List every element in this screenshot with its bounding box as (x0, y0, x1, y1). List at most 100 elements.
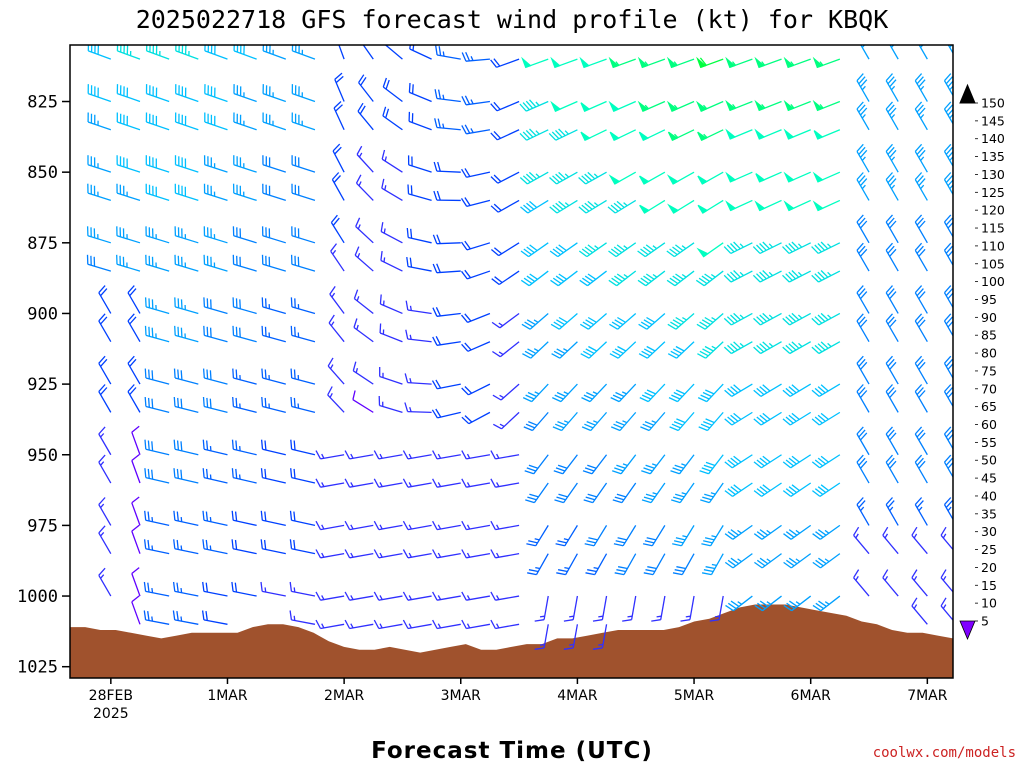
wind-barb (98, 426, 112, 456)
wind-barb (289, 539, 316, 555)
wind-barb (519, 171, 549, 185)
wind-barb (680, 595, 695, 622)
wind-barb (232, 396, 257, 413)
wind-barb (782, 312, 812, 326)
wind-barb (856, 242, 870, 272)
wind-barb (783, 128, 811, 140)
wind-barb (643, 553, 666, 576)
wind-barb (783, 171, 811, 183)
wind-barb (525, 482, 549, 504)
wind-barb (332, 143, 345, 173)
wind-barb (911, 569, 928, 597)
wind-barb (622, 595, 637, 622)
wind-barb (233, 155, 257, 173)
wind-barb (592, 595, 608, 622)
wind-barb (491, 312, 520, 329)
wind-barb (461, 124, 491, 135)
wind-barb (811, 312, 841, 326)
wind-barb (812, 553, 841, 569)
wind-barb (885, 242, 899, 272)
wind-barb (666, 56, 695, 69)
wind-barb (943, 313, 953, 337)
wind-barb (98, 384, 112, 413)
wind-barb (202, 439, 228, 456)
wind-barb (490, 100, 520, 112)
wind-barb (232, 297, 257, 315)
wind-barb (233, 112, 257, 131)
wind-barb (145, 84, 170, 103)
wind-barb (667, 199, 695, 214)
wind-barb (548, 128, 578, 141)
wind-barb (407, 184, 432, 202)
wind-barb (549, 171, 578, 185)
wind-barb (725, 595, 753, 612)
wind-barb (550, 312, 578, 330)
wind-barb (754, 199, 782, 212)
wind-barb (943, 143, 953, 168)
x-axis: 28FEB 2025 1MAR 2MAR 3MAR 4MAR 5MAR 6MAR 7MAR (89, 678, 948, 722)
wind-barb (940, 569, 953, 593)
wind-barb (381, 178, 403, 201)
colorbar-label: 120 (981, 203, 1005, 218)
wind-barb (116, 183, 141, 202)
wind-barb (131, 425, 141, 455)
wind-barb (262, 84, 287, 103)
wind-barb (127, 285, 141, 314)
wind-barb (406, 257, 432, 272)
wind-barb (380, 251, 403, 272)
wind-barb (262, 155, 286, 173)
wind-barb (914, 73, 928, 102)
wind-barb (611, 454, 637, 475)
wind-barb (381, 149, 403, 173)
wind-barb (556, 553, 578, 576)
wind-barb (291, 112, 316, 131)
wind-barb (233, 84, 257, 103)
wind-barb (461, 312, 491, 324)
wind-barb (856, 497, 870, 526)
x-tick-label: 28FEB (89, 688, 133, 704)
wind-barb (856, 454, 870, 484)
wind-barb (407, 155, 432, 173)
wind-barb (943, 101, 953, 126)
wind-barb (697, 199, 724, 214)
wind-barb (290, 396, 316, 413)
wind-barb (173, 468, 199, 484)
wind-barb (551, 341, 578, 359)
wind-barb (174, 155, 199, 173)
colorbar-label: 50 (981, 453, 997, 468)
wind-barb (914, 384, 928, 413)
y-tick-label: 975 (27, 516, 58, 536)
wind-barb (433, 161, 461, 173)
wind-barb (87, 112, 112, 131)
wind-barb (782, 270, 811, 283)
colorbar-label: 145 (981, 113, 1005, 128)
wind-barb (143, 581, 170, 597)
wind-barb (231, 510, 257, 527)
wind-barb (432, 450, 461, 460)
wind-barb (402, 478, 432, 488)
wind-barb (175, 45, 199, 60)
wind-barb (329, 286, 345, 314)
wind-barb (812, 56, 841, 69)
wind-barb (344, 591, 374, 601)
wind-barb (701, 553, 724, 576)
wind-barb (144, 325, 170, 343)
wind-barb (856, 172, 870, 201)
wind-barb (943, 285, 953, 309)
wind-barb (409, 45, 432, 60)
wind-barb (232, 254, 257, 272)
wind-barb (637, 56, 666, 69)
y-axis: 825 850 875 900 925 950 975 1000 1025 (17, 93, 70, 678)
wind-barb (203, 226, 228, 244)
wind-barb (98, 497, 112, 526)
wind-barb (666, 242, 695, 258)
wind-barb (490, 478, 520, 488)
colorbar-label: 110 (981, 238, 1005, 253)
colorbar: 5 10 15 20 25 30 35 40 45 50 55 60 65 70 75 80 85 90 95 100… (959, 83, 1005, 641)
wind-barb (550, 56, 578, 69)
wind-barb (943, 172, 953, 196)
wind-barb (698, 411, 724, 432)
wind-barb (614, 553, 637, 576)
wind-barb (812, 524, 841, 540)
wind-barb (260, 581, 286, 597)
